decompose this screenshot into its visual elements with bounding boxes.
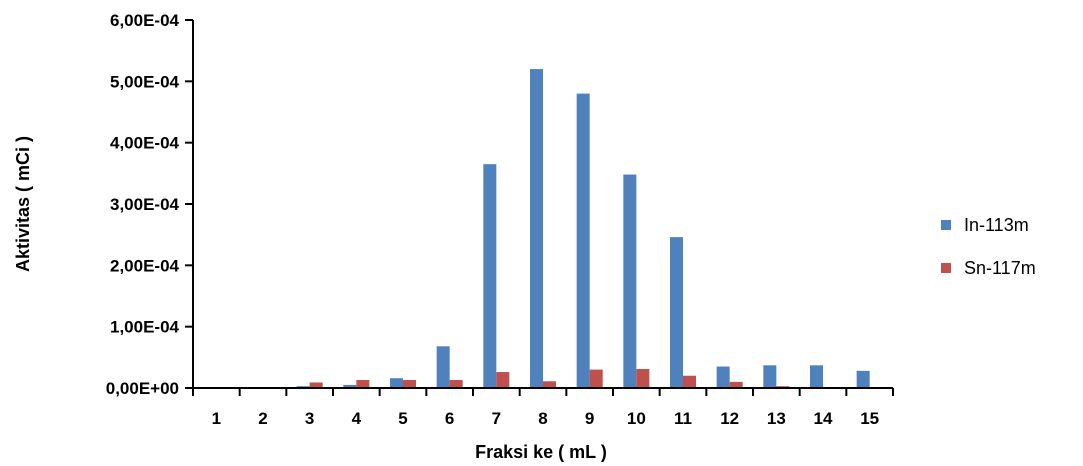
x-tick-label: 10 [627,409,646,428]
y-tick-label: 3,00E-04 [110,195,180,214]
bar-in113m-4 [343,384,357,388]
y-tick-label: 5,00E-04 [110,72,180,91]
x-tick-label: 7 [492,409,501,428]
x-tick-label: 1 [212,409,221,428]
bars-group [296,69,870,389]
y-tick-label: 0,00E+00 [106,379,179,398]
bar-in113m-5 [390,378,403,388]
x-tick-label: 11 [674,409,692,428]
bar-in113m-14 [810,365,823,388]
bar-in113m-12 [716,366,730,388]
legend-label-sn117m: Sn-117m [964,258,1036,278]
x-tick-label: 6 [445,409,454,428]
y-tick-label: 2,00E-04 [110,256,180,275]
bar-sn117m-7 [496,372,510,388]
legend-swatch-sn117m [941,263,951,273]
legend-swatch-in113m [941,220,951,230]
ticks-group: 0,00E+00 1,00E-04 2,00E-04 3,00E-04 4,00E-04… [106,11,894,428]
x-tick-label: 4 [352,409,362,428]
x-tick-label: 15 [860,409,879,428]
bar-sn117m-11 [683,375,696,388]
x-axis-title: Fraksi ke ( mL ) [475,442,607,462]
bar-in113m-6 [436,346,450,388]
x-tick-label: 14 [814,409,833,428]
x-tick-label: 13 [767,409,786,428]
y-axis-title: Aktivitas ( mCi ) [13,136,33,272]
bar-sn117m-9 [589,369,603,388]
x-tick-label: 12 [720,409,739,428]
x-tick-label: 9 [585,409,594,428]
bar-sn117m-8 [543,381,556,388]
bar-in113m-13 [763,365,777,388]
y-tick-label: 1,00E-04 [110,318,180,337]
x-tick-label: 5 [398,409,407,428]
bar-sn117m-12 [729,381,743,388]
bar-in113m-10 [623,174,637,388]
x-tick-label: 2 [258,409,267,428]
bar-in113m-9 [576,93,590,388]
bar-sn117m-4 [356,380,370,388]
x-tick-label: 8 [538,409,547,428]
bar-sn117m-3 [309,382,323,388]
y-tick-label: 4,00E-04 [110,134,180,153]
bar-in113m-11 [670,237,683,388]
bar-sn117m-6 [449,380,463,388]
x-tick-label: 3 [305,409,314,428]
y-tick-label: 6,00E-04 [110,11,180,30]
bar-sn117m-5 [403,380,416,388]
bar-sn117m-10 [636,368,650,388]
bar-in113m-15 [856,370,870,388]
bar-in113m-8 [530,69,543,389]
legend: In-113m Sn-117m [941,215,1036,278]
bar-in113m-7 [483,164,497,388]
legend-label-in113m: In-113m [964,215,1029,235]
